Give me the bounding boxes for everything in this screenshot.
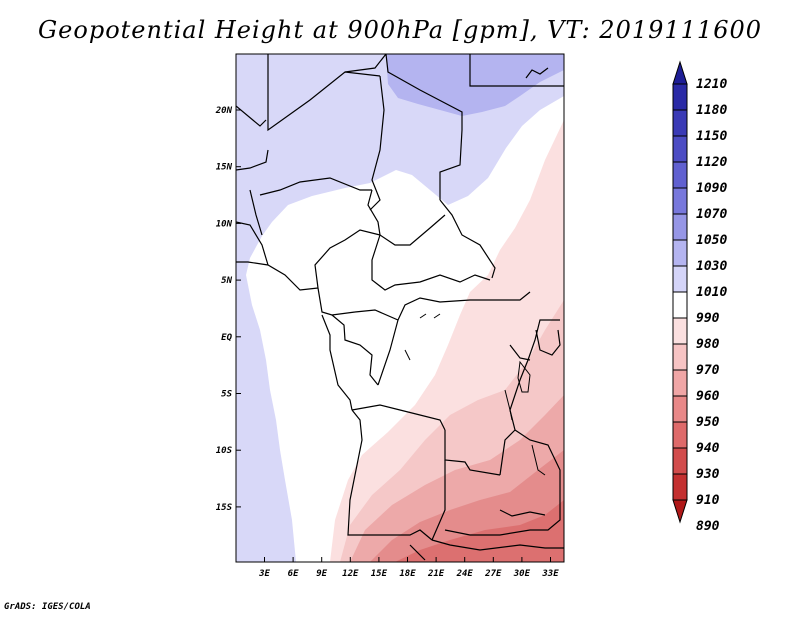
colorbar-label: 1150	[696, 129, 727, 144]
colorbar-label: 1090	[696, 181, 727, 196]
lon-tick-label: 30E	[513, 569, 531, 579]
lon-tick-label: 27E	[484, 569, 502, 579]
colorbar-swatch	[672, 83, 688, 111]
lat-tick-label: 5N	[221, 276, 232, 286]
colorbar-label: 910	[696, 493, 720, 508]
colorbar-label: 1030	[696, 259, 727, 274]
colorbar-label: 980	[696, 337, 720, 352]
colorbar: 1210 1180 1150 1120 1090 1070 1050 1030 1010 990 9…	[672, 60, 727, 534]
lat-tick-label: 10N	[216, 219, 233, 229]
lon-tick-label: 9E	[316, 569, 327, 579]
longitude-axis: 3E 6E 9E 12E 15E 18E 21E 24E 27E 30E 33E	[258, 557, 559, 579]
grads-credit: GrADS: IGES/COLA	[4, 602, 91, 612]
country-borders	[236, 54, 564, 561]
chart-title: Geopotential Height at 900hPa [gpm], VT:…	[38, 16, 762, 44]
colorbar-label: 990	[696, 311, 720, 326]
colorbar-swatch	[672, 447, 688, 475]
colorbar-label: 1180	[696, 103, 727, 118]
colorbar-label: 1010	[696, 285, 727, 300]
colorbar-swatch	[672, 317, 688, 345]
lat-tick-label: 10S	[216, 446, 233, 456]
lat-tick-label: 20N	[215, 106, 233, 116]
colorbar-label: 940	[696, 441, 720, 456]
colorbar-swatch	[672, 161, 688, 189]
colorbar-swatch	[672, 239, 688, 267]
lon-tick-label: 24E	[456, 569, 474, 579]
geopotential-shading	[236, 54, 564, 562]
colorbar-label: 950	[696, 415, 720, 430]
colorbar-label: 1120	[696, 155, 727, 170]
colorbar-label: 1050	[696, 233, 727, 248]
colorbar-swatch	[672, 421, 688, 449]
colorbar-swatch	[672, 369, 688, 397]
lon-tick-label: 33E	[541, 569, 559, 579]
lat-tick-label: 15N	[216, 163, 233, 173]
colorbar-label: 1070	[696, 207, 727, 222]
lon-tick-label: 6E	[288, 569, 299, 579]
colorbar-swatch	[672, 395, 688, 423]
lakes	[404, 313, 546, 476]
colorbar-label: 890	[696, 519, 720, 534]
colorbar-label: 930	[696, 467, 720, 482]
lon-tick-label: 3E	[258, 569, 270, 579]
colorbar-swatch	[672, 265, 688, 293]
lat-tick-label: 15S	[216, 503, 233, 513]
lon-tick-label: 21E	[427, 569, 445, 579]
colorbar-swatch	[672, 473, 688, 501]
colorbar-swatch	[672, 343, 688, 371]
colorbar-swatch	[672, 291, 688, 319]
lon-tick-label: 15E	[371, 569, 388, 579]
lat-tick-label: EQ	[221, 333, 232, 343]
colorbar-label: 960	[696, 389, 720, 404]
colorbar-bottom-arrow	[672, 499, 688, 524]
latitude-axis: 20N 15N 10N 5N EQ 5S 10S 15S	[215, 106, 241, 513]
colorbar-swatch	[672, 135, 688, 163]
lat-tick-label: 5S	[221, 390, 232, 400]
lon-tick-label: 18E	[399, 569, 416, 579]
colorbar-swatch	[672, 213, 688, 241]
colorbar-top-arrow	[672, 60, 688, 85]
colorbar-label: 1210	[696, 77, 727, 92]
lon-tick-label: 12E	[342, 569, 359, 579]
colorbar-label: 970	[696, 363, 720, 378]
colorbar-swatch	[672, 187, 688, 215]
plot-frame	[235, 53, 565, 563]
colorbar-swatch	[672, 109, 688, 137]
